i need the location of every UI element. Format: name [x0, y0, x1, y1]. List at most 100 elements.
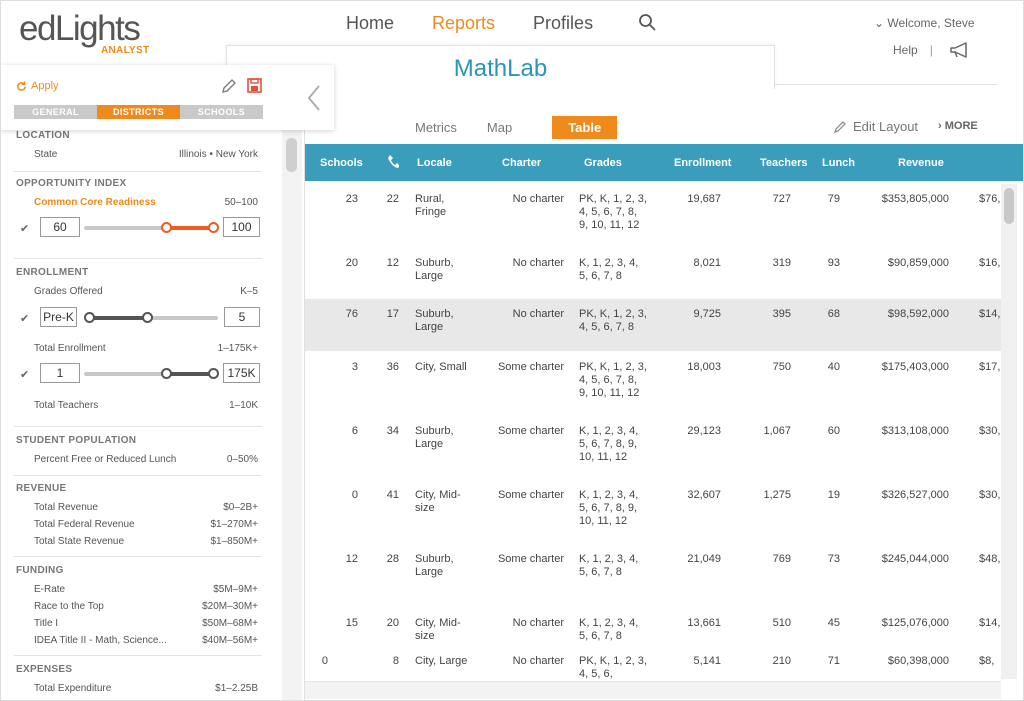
cell-grades: PK, K, 1, 2, 3, 4, 5, 6, — [579, 655, 647, 680]
apply-button[interactable]: Apply — [16, 80, 59, 92]
sidebar-scrollbar[interactable] — [282, 130, 302, 700]
table-row[interactable]: 20 12 Suburb, Large No charter K, 1, 2, … — [305, 257, 1001, 297]
help-link[interactable]: Help — [893, 43, 918, 57]
slider-fill — [167, 372, 214, 376]
filter-free-lunch[interactable]: Percent Free or Reduced Lunch 0–50% — [34, 454, 258, 465]
phone-icon[interactable] — [387, 154, 399, 170]
ccr-slider[interactable]: ✔ 60 100 — [20, 217, 260, 239]
filter-value: Illinois • New York — [178, 149, 258, 160]
more-button[interactable]: › MORE — [938, 120, 978, 132]
cell-extra: $48, — [979, 553, 1001, 565]
slider-track[interactable] — [90, 316, 218, 320]
ccr-min-input[interactable]: 60 — [40, 217, 80, 237]
chevron-left-icon[interactable] — [306, 84, 322, 112]
user-menu[interactable]: ⌄ Welcome, Steve — [874, 16, 975, 30]
scrollbar-thumb[interactable] — [1004, 188, 1014, 224]
filter-idea-title-ii[interactable]: IDEA Title II - Math, Science... $40M–56… — [34, 635, 258, 646]
table-row[interactable]: 3 36 City, Small Some charter PK, K, 1, … — [305, 361, 1001, 413]
ccr-max-input[interactable]: 100 — [223, 217, 260, 237]
filter-value: $0–2B+ — [223, 502, 258, 513]
scrollbar-thumb[interactable] — [286, 138, 297, 172]
save-icon[interactable] — [247, 78, 262, 93]
cell-revenue: $326,527,000 — [881, 489, 949, 501]
logo-subtext: ANALYST — [101, 45, 150, 56]
header-teachers[interactable]: Teachers — [760, 157, 808, 169]
divider — [14, 655, 262, 656]
cell-enrollment: 18,003 — [687, 361, 721, 373]
megaphone-icon[interactable] — [948, 41, 972, 59]
slider-track[interactable] — [84, 226, 214, 230]
tab-table[interactable]: Table — [552, 116, 618, 139]
filter-state[interactable]: State Illinois • New York — [34, 149, 258, 160]
tab-map[interactable]: Map — [486, 120, 513, 135]
nav-reports[interactable]: Reports — [432, 13, 496, 33]
filter-common-core[interactable]: Common Core Readiness 50–100 — [34, 197, 258, 208]
header-schools[interactable]: Schools — [320, 157, 363, 169]
table-horizontal-scrollbar[interactable] — [305, 681, 1001, 699]
table-vertical-scrollbar[interactable] — [1001, 184, 1017, 679]
filter-label: Common Core Readiness — [34, 197, 156, 208]
filter-title-i[interactable]: Title I $50M–68M+ — [34, 618, 258, 629]
chevron-right-icon: › — [938, 120, 942, 132]
cell-schools: 0 — [351, 489, 358, 501]
table-row[interactable]: 0 41 City, Mid-size Some charter K, 1, 2… — [305, 489, 1001, 541]
filter-total-enrollment[interactable]: Total Enrollment 1–175K+ — [34, 343, 258, 354]
table-row[interactable]: 23 22 Rural, Fringe No charter PK, K, 1,… — [305, 193, 1001, 245]
header-revenue[interactable]: Revenue — [898, 157, 944, 169]
header-grades[interactable]: Grades — [584, 157, 622, 169]
grades-slider[interactable]: ✔ Pre-K 5 — [20, 307, 260, 329]
cell-enrollment: 32,607 — [687, 489, 721, 501]
nav-profiles[interactable]: Profiles — [533, 13, 594, 33]
cell-locale: Suburb, Large — [415, 425, 454, 450]
table-row[interactable]: 15 20 City, Mid-size No charter K, 1, 2,… — [305, 617, 1001, 647]
slider-handle-max[interactable] — [208, 368, 219, 379]
filter-federal-revenue[interactable]: Total Federal Revenue $1–270M+ — [34, 519, 258, 530]
header-enrollment[interactable]: Enrollment — [674, 157, 732, 169]
header-locale[interactable]: Locale — [417, 157, 452, 169]
filter-total-revenue[interactable]: Total Revenue $0–2B+ — [34, 502, 258, 513]
enrollment-slider[interactable]: ✔ 1 175K — [20, 363, 260, 385]
logo[interactable]: edLights ANALYST — [19, 9, 149, 56]
tab-districts[interactable]: DISTRICTS — [97, 105, 180, 119]
edit-layout-button[interactable]: Edit Layout — [833, 119, 918, 134]
cell-enrollment: 5,141 — [693, 655, 721, 667]
enrollment-max-input[interactable]: 175K — [223, 363, 260, 383]
tab-general[interactable]: GENERAL — [14, 105, 97, 119]
cell-schools: 3 — [351, 361, 358, 373]
filter-value: $1–270M+ — [210, 519, 258, 530]
check-icon: ✔ — [20, 369, 30, 381]
table-header: Schools Locale Charter Grades Enrollment… — [305, 144, 1023, 181]
table-row[interactable]: 6 34 Suburb, Large Some charter K, 1, 2,… — [305, 425, 1001, 477]
grades-min-input[interactable]: Pre-K — [40, 307, 77, 327]
table-row[interactable]: 0 8 City, Large No charter PK, K, 1, 2, … — [305, 655, 1001, 681]
tab-schools[interactable]: SCHOOLS — [180, 105, 263, 119]
filter-race-to-top[interactable]: Race to the Top $20M–30M+ — [34, 601, 258, 612]
pencil-icon[interactable] — [221, 78, 237, 94]
cell-phone: 34 — [386, 425, 399, 437]
filter-grades[interactable]: Grades Offered K–5 — [34, 286, 258, 297]
cell-charter: Some charter — [497, 489, 564, 501]
filter-e-rate[interactable]: E-Rate $5M–9M+ — [34, 584, 258, 595]
search-icon[interactable] — [638, 13, 656, 31]
enrollment-min-input[interactable]: 1 — [40, 363, 80, 383]
filter-state-revenue[interactable]: Total State Revenue $1–850M+ — [34, 536, 258, 547]
check-icon: ✔ — [20, 223, 30, 235]
filter-total-teachers[interactable]: Total Teachers 1–10K — [34, 400, 258, 411]
slider-handle-max[interactable] — [208, 222, 219, 233]
header-lunch[interactable]: Lunch — [822, 157, 855, 169]
cell-revenue: $245,044,000 — [881, 553, 949, 565]
cell-locale: Suburb, Large — [415, 553, 454, 578]
table-row[interactable]: 12 28 Suburb, Large Some charter K, 1, 2… — [305, 553, 1001, 605]
slider-handle-min[interactable] — [161, 368, 172, 379]
header-charter[interactable]: Charter — [502, 157, 542, 169]
table-row[interactable]: 76 17 Suburb, Large No charter PK, K, 1,… — [305, 299, 1001, 351]
grades-max-input[interactable]: 5 — [224, 307, 260, 327]
slider-handle-min[interactable] — [84, 312, 95, 323]
nav-home[interactable]: Home — [346, 13, 395, 33]
slider-handle-max[interactable] — [142, 312, 153, 323]
slider-handle-min[interactable] — [161, 222, 172, 233]
slider-track[interactable] — [84, 372, 214, 376]
filter-total-expenditure[interactable]: Total Expenditure $1–2.25B — [34, 683, 258, 694]
tab-metrics[interactable]: Metrics — [415, 120, 457, 135]
filter-label: IDEA Title II - Math, Science... — [34, 635, 167, 646]
